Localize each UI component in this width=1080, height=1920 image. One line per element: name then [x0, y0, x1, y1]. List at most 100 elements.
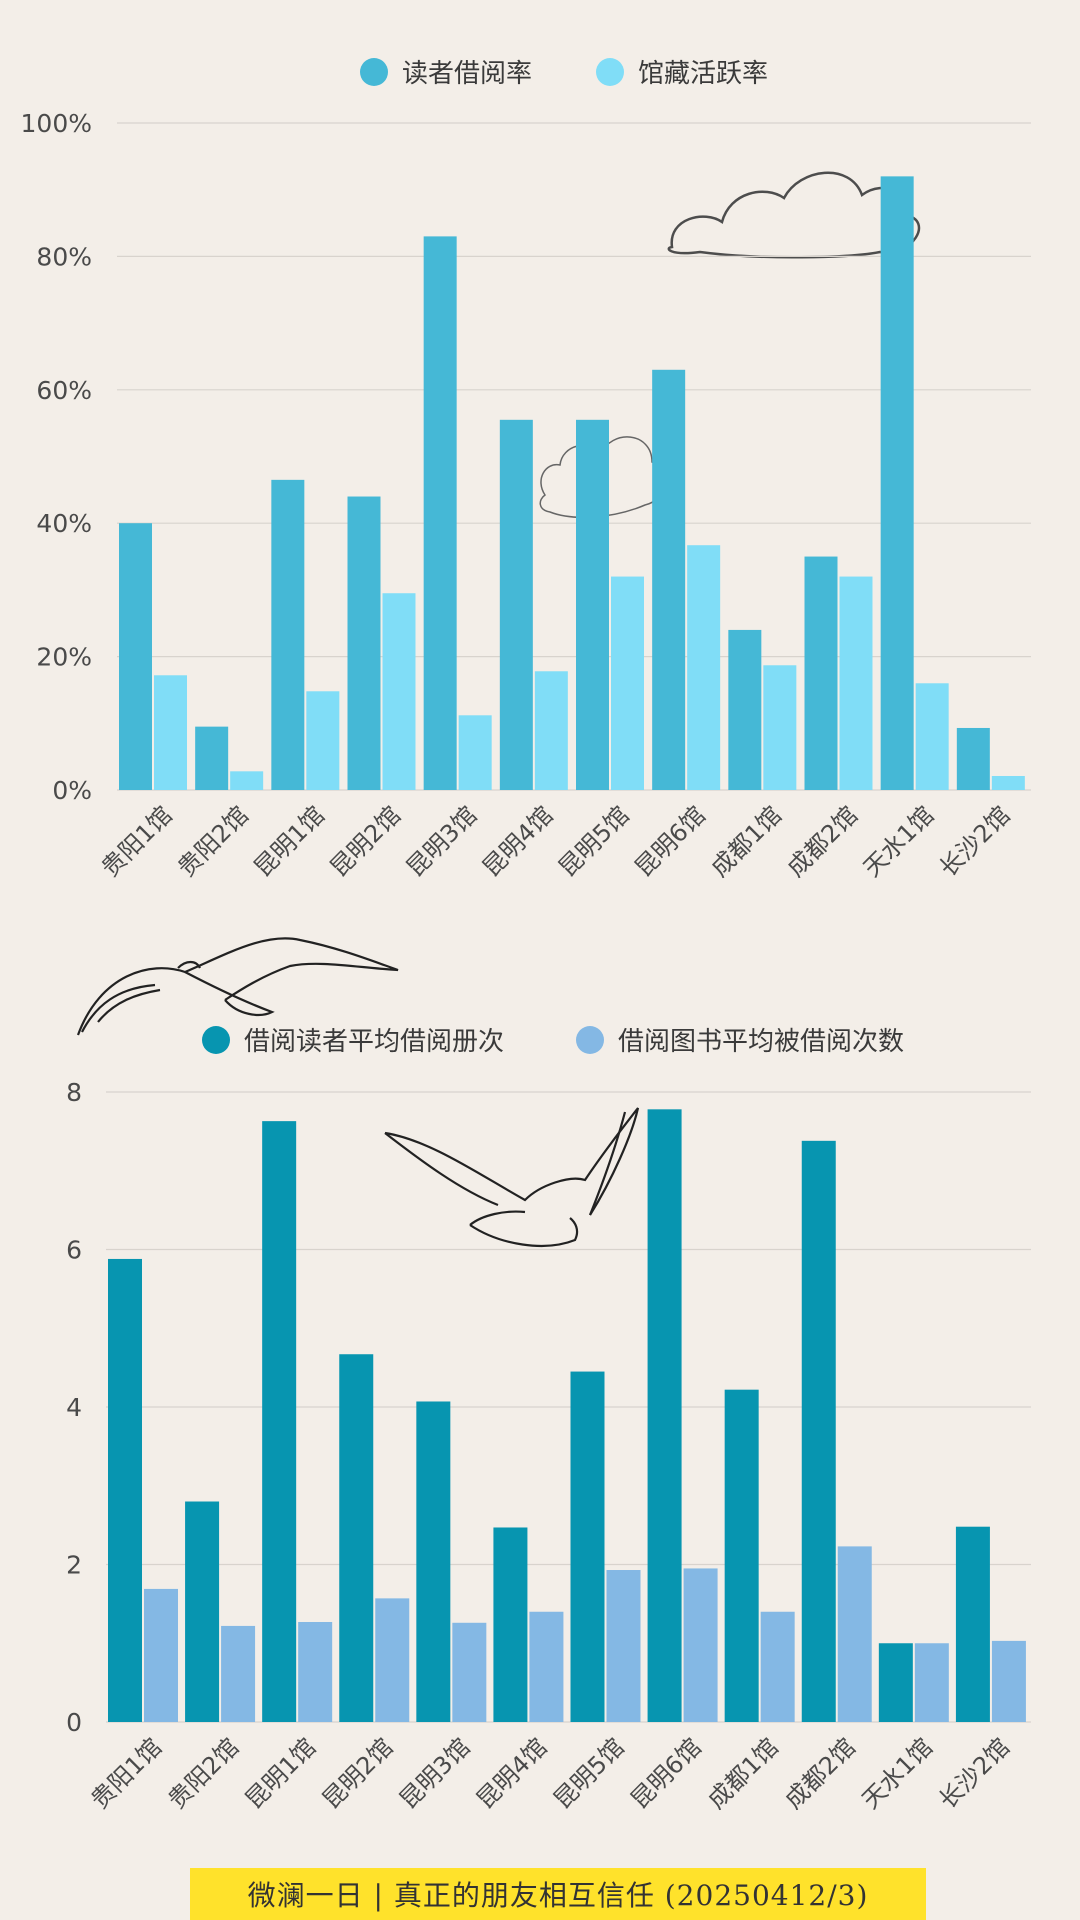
bar-c1-series1: [271, 479, 305, 790]
x-tick-label: 贵阳2馆: [163, 1733, 245, 1815]
chart-average-borrow-times: 借阅读者平均借阅册次 借阅图书平均被借阅次数 0 2 4 6 8 贵阳1馆贵阳2馆昆明1…: [66, 1026, 1031, 1814]
y-tick-label: 100%: [21, 109, 92, 138]
y-tick-label: 20%: [36, 643, 92, 672]
seagull-icon: [384, 1107, 640, 1247]
y-tick-label: 0%: [52, 776, 92, 805]
y-tick-label: 4: [66, 1393, 82, 1422]
bar-c1-series2: [458, 715, 492, 790]
bar-c2-series1: [647, 1109, 682, 1722]
bar-c2-series1: [801, 1140, 836, 1722]
legend-label-series2: 借阅图书平均被借阅次数: [618, 1027, 904, 1057]
bar-c1-series2: [306, 691, 340, 790]
bar-c2-series2: [837, 1546, 872, 1722]
bar-c1-series1: [195, 726, 229, 790]
bar-c1-series2: [687, 545, 721, 790]
x-tick-label: 成都2馆: [779, 1733, 861, 1815]
bar-c1-series1: [956, 727, 990, 790]
chart-reader-borrow-rate: 读者借阅率 馆藏活跃率 0% 20% 40% 60% 80% 100% 贵阳1馆贵阳2馆昆…: [21, 58, 1031, 882]
bar-c2-series2: [529, 1611, 564, 1722]
chart1-grid: [117, 122, 1031, 791]
x-tick-label: 昆明4馆: [477, 801, 559, 883]
bar-c1-series2: [382, 593, 416, 790]
y-tick-label: 6: [66, 1236, 82, 1265]
bar-c2-series1: [878, 1643, 913, 1722]
x-tick-label: 成都1馆: [702, 1733, 784, 1815]
legend-label-series1: 读者借阅率: [402, 59, 532, 89]
chart2-y-axis: 0 2 4 6 8: [66, 1078, 82, 1737]
x-tick-label: 昆明4馆: [471, 1733, 553, 1815]
x-tick-label: 昆明3馆: [394, 1733, 476, 1815]
x-tick-label: 昆明3馆: [401, 801, 483, 883]
bar-c2-series1: [108, 1258, 142, 1722]
y-tick-label: 40%: [36, 509, 92, 538]
x-tick-label: 昆明6馆: [625, 1733, 707, 1815]
chart2-bars: [108, 1109, 1026, 1722]
chart2-grid: [106, 1091, 1031, 1723]
bar-c2-series2: [452, 1622, 487, 1722]
bar-c2-series1: [570, 1371, 605, 1722]
bar-c2-series2: [298, 1621, 333, 1722]
bar-c1-series1: [576, 419, 609, 790]
legend-swatch-series1: [360, 58, 388, 86]
chart1-x-axis: 贵阳1馆贵阳2馆昆明1馆昆明2馆昆明3馆昆明4馆昆明5馆昆明6馆成都1馆成都2馆…: [96, 801, 1015, 883]
bar-c2-series2: [683, 1568, 718, 1722]
bar-c1-series1: [423, 236, 457, 790]
y-tick-label: 80%: [36, 242, 92, 271]
y-tick-label: 60%: [36, 376, 92, 405]
x-tick-label: 成都1馆: [706, 801, 788, 883]
x-tick-label: 贵阳1馆: [86, 1733, 168, 1815]
x-tick-label: 昆明6馆: [629, 801, 711, 883]
bar-c2-series1: [416, 1401, 451, 1722]
legend-swatch-series1: [202, 1026, 230, 1054]
bar-c2-series2: [375, 1598, 410, 1722]
chart1-legend: 读者借阅率 馆藏活跃率: [360, 58, 768, 89]
bar-c1-series2: [763, 665, 797, 790]
bar-c1-series2: [534, 671, 568, 790]
bar-c1-series1: [728, 629, 762, 790]
y-tick-label: 2: [66, 1551, 82, 1580]
bar-c2-series1: [493, 1527, 528, 1722]
x-tick-label: 昆明1馆: [249, 801, 331, 883]
bar-c1-series2: [915, 683, 949, 790]
bar-c2-series1: [185, 1501, 220, 1722]
x-tick-label: 长沙2馆: [934, 801, 1016, 883]
bar-c2-series2: [760, 1611, 795, 1722]
x-tick-label: 昆明5馆: [548, 1733, 630, 1815]
bar-c1-series1: [499, 419, 533, 790]
legend-swatch-series2: [596, 58, 624, 86]
bar-c2-series2: [606, 1570, 641, 1722]
legend-swatch-series2: [576, 1026, 604, 1054]
bar-c1-series2: [611, 576, 644, 790]
x-tick-label: 昆明2馆: [325, 801, 407, 883]
x-tick-label: 昆明2馆: [317, 1733, 399, 1815]
x-tick-label: 昆明1馆: [240, 1733, 322, 1815]
bar-c2-series1: [339, 1354, 374, 1722]
x-tick-label: 昆明5馆: [553, 801, 635, 883]
legend-label-series2: 馆藏活跃率: [638, 59, 768, 89]
x-tick-label: 天水1馆: [857, 1733, 939, 1815]
footer-banner: 微澜一日 | 真正的朋友相互信任 (20250412/3): [190, 1868, 926, 1920]
bar-c1-series2: [154, 675, 187, 790]
bar-c2-series2: [991, 1640, 1026, 1722]
y-tick-label: 8: [66, 1078, 82, 1107]
chart1-y-axis: 0% 20% 40% 60% 80% 100%: [21, 109, 92, 805]
x-tick-label: 成都2馆: [782, 801, 864, 883]
bar-c1-series1: [652, 369, 686, 790]
bar-c2-series2: [221, 1625, 256, 1722]
x-tick-label: 天水1馆: [858, 801, 940, 883]
bar-c2-series1: [262, 1121, 297, 1722]
bar-c1-series1: [804, 556, 838, 790]
y-tick-label: 0: [66, 1708, 82, 1737]
legend-label-series1: 借阅读者平均借阅册次: [244, 1027, 504, 1057]
bar-c1-series2: [991, 775, 1025, 790]
x-tick-label: 贵阳2馆: [172, 801, 254, 883]
chart2-x-axis: 贵阳1馆贵阳2馆昆明1馆昆明2馆昆明3馆昆明4馆昆明5馆昆明6馆成都1馆成都2馆…: [86, 1733, 1015, 1815]
bar-c1-series1: [347, 496, 381, 790]
bar-c1-series2: [230, 771, 264, 790]
bar-c1-series1: [880, 176, 914, 791]
bar-c2-series1: [724, 1389, 759, 1722]
bar-c2-series1: [955, 1526, 990, 1722]
bar-c2-series2: [914, 1643, 949, 1722]
chart1-bars: [119, 176, 1025, 791]
